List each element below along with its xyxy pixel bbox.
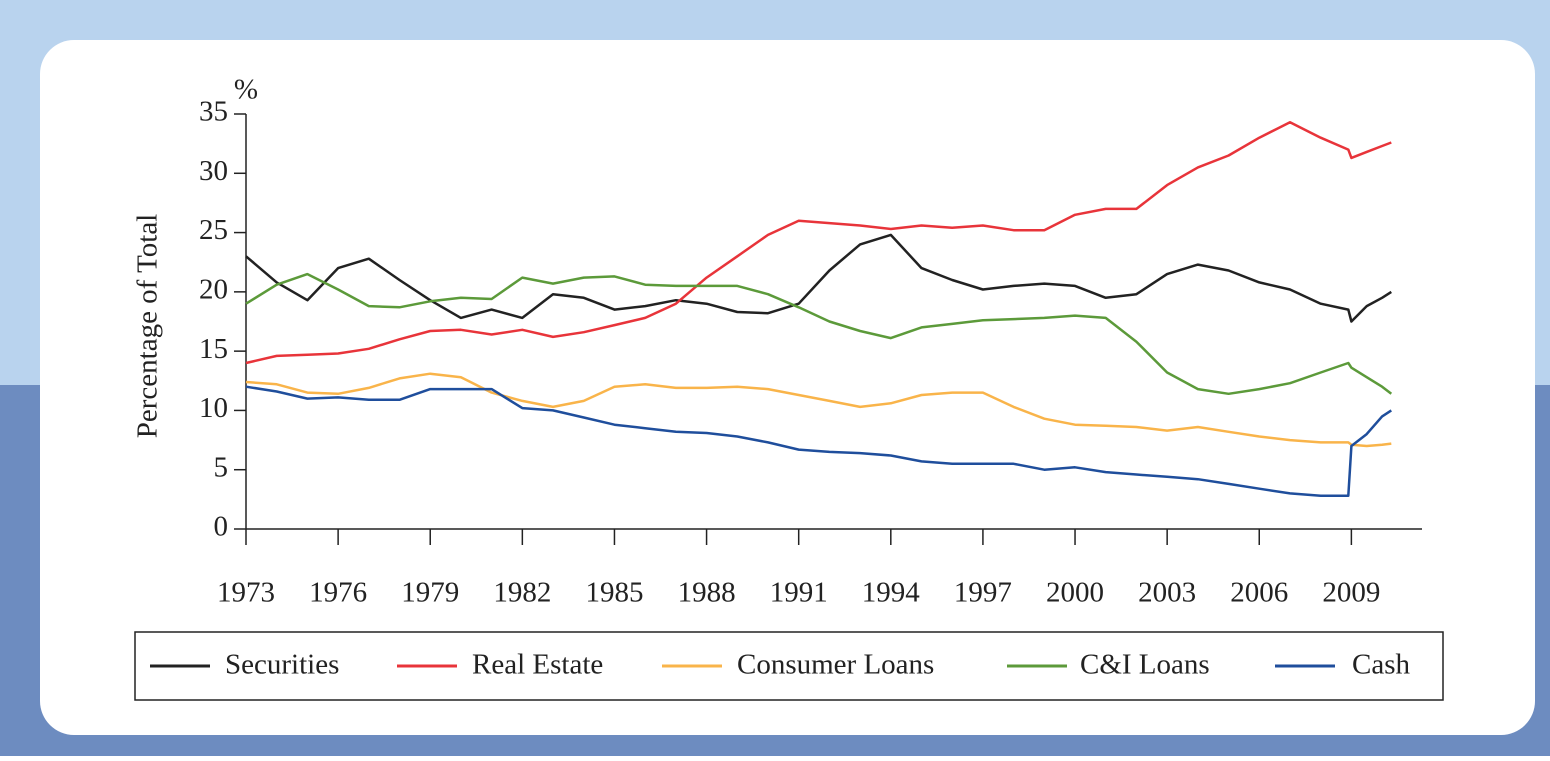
legend-label: C&I Loans [1080,649,1210,681]
y-tick-label: 0 [214,511,229,543]
series-line [245,272,1393,396]
x-tick-label: 1982 [493,577,551,609]
y-tick-label: 10 [199,392,228,424]
series-line [245,233,1392,323]
x-tick-label: 2006 [1230,577,1288,609]
y-tick-label: 20 [199,274,228,306]
legend-label: Real Estate [472,649,603,681]
x-tick-label: 1997 [954,577,1012,609]
x-tick-label: 2000 [1046,577,1104,609]
y-tick-label: 5 [214,451,229,483]
series-line [245,372,1392,448]
y-axis-label: Percentage of Total [132,214,164,439]
x-tick-label: 1988 [678,577,736,609]
series-line [245,385,1392,498]
legend-label: Consumer Loans [737,649,934,681]
x-tick-label: 1973 [217,577,275,609]
x-tick-label: 1985 [585,577,643,609]
card [40,40,1535,735]
y-tick-label: 25 [199,214,228,246]
x-tick-label: 1994 [862,577,921,609]
x-tick-label: 2003 [1138,577,1196,609]
y-tick-label: 35 [199,96,228,128]
legend-label: Securities [225,649,339,681]
y-tick-label: 30 [199,155,228,187]
x-tick-label: 2009 [1322,577,1380,609]
x-tick-label: 1979 [401,577,459,609]
y-unit: % [234,74,258,106]
series-line [245,121,1392,365]
legend-label: Cash [1352,649,1411,681]
x-tick-label: 1991 [770,577,828,609]
y-tick-label: 15 [199,333,228,365]
x-tick-label: 1976 [309,577,367,609]
legend-box [134,631,1444,701]
